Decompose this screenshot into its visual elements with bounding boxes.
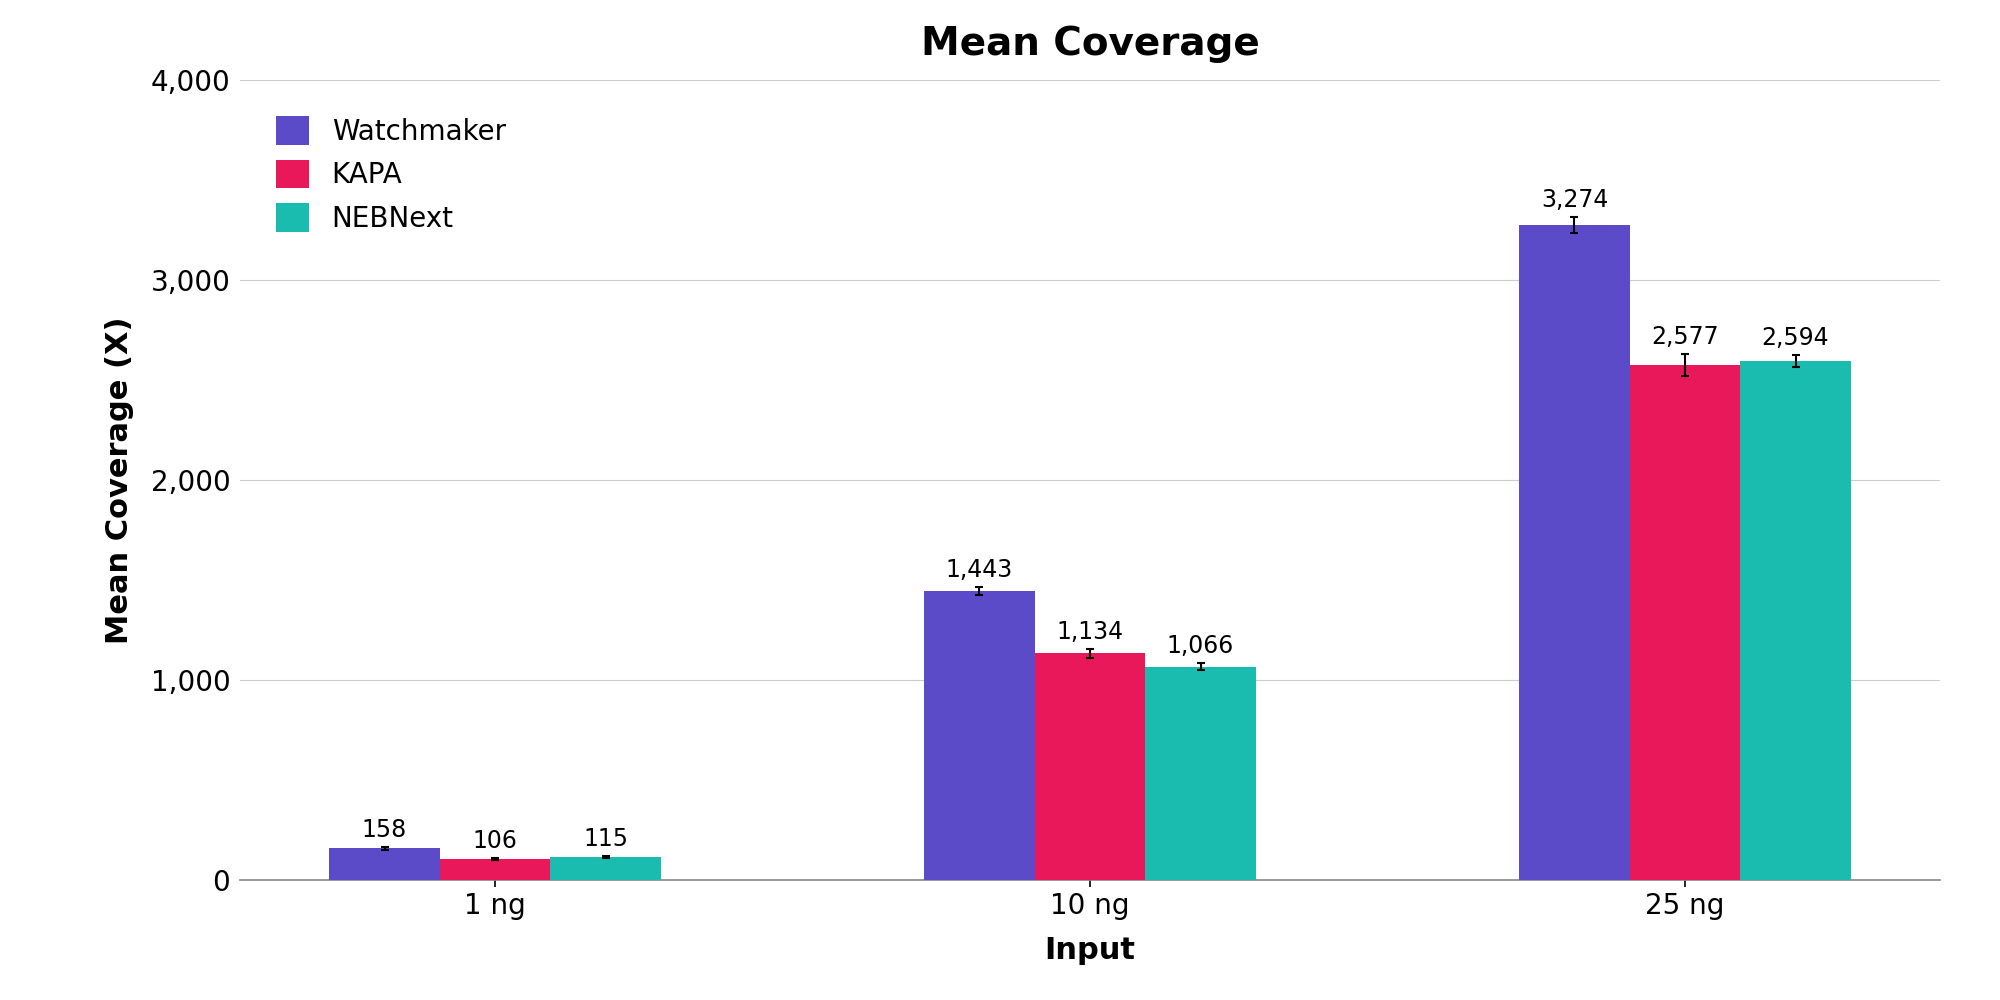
Title: Mean Coverage: Mean Coverage [920,25,1260,63]
Bar [550,857,660,880]
Text: 1,443: 1,443 [946,558,1014,582]
Text: 2,594: 2,594 [1762,326,1830,350]
Bar [440,859,550,880]
Text: 115: 115 [584,827,628,851]
Bar [1034,653,1146,880]
Text: 2,577: 2,577 [1652,325,1718,349]
Bar [1520,225,1630,880]
Text: 106: 106 [472,829,518,853]
Text: 158: 158 [362,818,408,842]
Bar [1146,667,1256,880]
Text: 3,274: 3,274 [1540,188,1608,212]
Text: 1,066: 1,066 [1166,634,1234,658]
Bar [330,848,440,880]
Bar [1740,361,1850,880]
Y-axis label: Mean Coverage (X): Mean Coverage (X) [104,316,134,644]
Bar [924,591,1034,880]
Legend: Watchmaker, KAPA, NEBNext: Watchmaker, KAPA, NEBNext [254,94,528,255]
Text: 1,134: 1,134 [1056,620,1124,644]
Bar [1630,365,1740,880]
X-axis label: Input: Input [1044,936,1136,965]
